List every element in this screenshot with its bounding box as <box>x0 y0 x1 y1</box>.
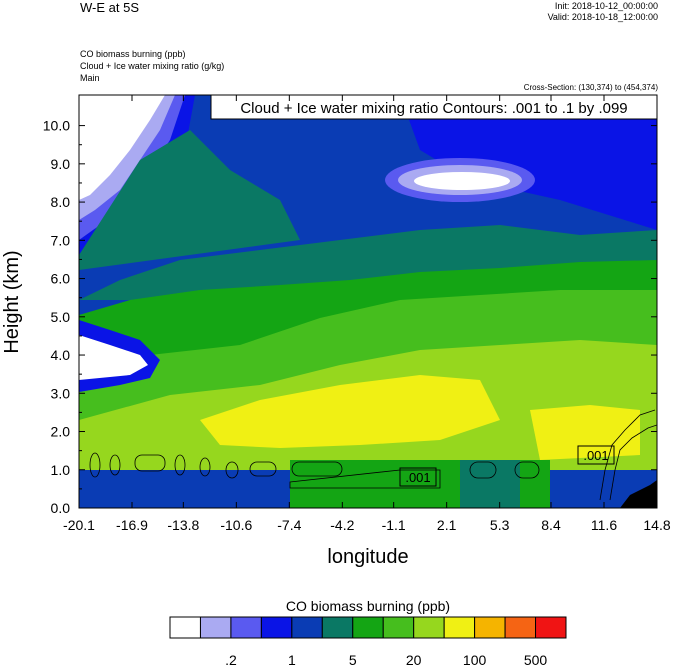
colorbar-swatch <box>260 616 293 639</box>
colorbar-swatch <box>230 616 262 639</box>
field-name-main: Main <box>80 73 100 83</box>
y-axis: 0.0 1.0 2.0 3.0 4.0 5.0 6.0 7.0 8.0 9.0 10.0 <box>43 118 657 516</box>
y-tick-label: 4.0 <box>51 347 71 363</box>
x-tick-label: 5.3 <box>490 517 510 533</box>
contour-label: .001 <box>405 470 430 485</box>
colorbar-swatch <box>413 616 445 639</box>
y-tick-label: 3.0 <box>51 385 71 401</box>
y-tick-label: 0.0 <box>51 500 71 516</box>
init-time: Init: 2018-10-12_00:00:00 <box>554 1 658 11</box>
contour-line <box>599 409 656 501</box>
y-tick-label: 5.0 <box>51 309 71 325</box>
contour-label-box <box>399 467 437 487</box>
colorbar-label: 5 <box>349 652 357 667</box>
x-axis-label: longitude <box>327 546 408 568</box>
co-band-teal-upper <box>79 130 300 270</box>
x-tick-label: 8.4 <box>541 517 561 533</box>
valid-time: Valid: 2018-10-18_12:00:00 <box>547 12 658 22</box>
co-band-yellow <box>200 375 500 448</box>
colorbar-swatch <box>291 616 323 639</box>
x-tick-label: -10.6 <box>220 517 252 533</box>
contour-line <box>469 461 497 479</box>
x-tick-label: -13.8 <box>167 517 199 533</box>
contour-line <box>89 452 101 478</box>
y-tick-label: 9.0 <box>51 156 71 172</box>
cloud-contours <box>89 409 657 501</box>
contour-line <box>514 461 540 479</box>
x-tick-label: -1.1 <box>382 517 406 533</box>
colorbar-label: .2 <box>225 652 237 667</box>
y-tick-label: 1.0 <box>51 462 71 478</box>
x-axis: -20.1 -16.9 -13.8 -10.6 -7.4 -4.2 -1.1 2.1 5.3 8.… <box>63 95 671 533</box>
contour-info-text: Cloud + Ice water mixing ratio Contours:… <box>240 100 627 117</box>
contour-line <box>174 454 186 476</box>
co-field <box>79 95 657 508</box>
y-tick-label: 7.0 <box>51 232 71 248</box>
colorbar-label: 500 <box>524 652 548 667</box>
contour-label: .001 <box>583 448 608 463</box>
colorbar-swatch <box>474 616 506 639</box>
plot-title: W-E at 5S <box>80 0 140 15</box>
contour-line <box>109 454 121 476</box>
x-tick-label: -16.9 <box>116 517 148 533</box>
co-band-surface-teal <box>460 460 520 508</box>
co-band-white-top <box>79 95 165 200</box>
colorbar-swatch <box>169 616 201 639</box>
x-tick-label: 14.8 <box>643 517 670 533</box>
y-tick-label: 10.0 <box>43 118 70 134</box>
x-tick-label: -20.1 <box>63 517 95 533</box>
contour-label-box <box>577 445 615 465</box>
y-tick-label: 8.0 <box>51 194 71 210</box>
contour-line <box>225 461 239 479</box>
co-patch-left-white <box>79 335 148 380</box>
colorbar-swatch <box>504 616 537 639</box>
field-name-co: CO biomass burning (ppb) <box>80 49 186 59</box>
y-axis-label: Height (km) <box>1 250 23 353</box>
cloud-patch-core <box>414 172 510 190</box>
colorbar <box>169 616 567 639</box>
x-tick-label: 11.6 <box>591 517 617 533</box>
colorbar-swatch <box>352 616 384 639</box>
contour-line <box>291 461 343 477</box>
contour-info-box: Cloud + Ice water mixing ratio Contours:… <box>210 94 658 120</box>
x-tick-label: 2.1 <box>437 517 457 533</box>
y-tick-label: 6.0 <box>51 271 71 287</box>
colorbar-label: 100 <box>463 652 487 667</box>
colorbar-swatch <box>443 616 476 639</box>
contour-labels: .001 .001 <box>399 445 615 487</box>
contour-line <box>249 461 277 477</box>
colorbar-label: 20 <box>406 652 422 667</box>
contour-line <box>134 454 166 472</box>
field-name-cloud: Cloud + Ice water mixing ratio (g/kg) <box>80 61 225 71</box>
x-tick-label: -4.2 <box>330 517 354 533</box>
colorbar-labels: .2 1 5 20 100 500 <box>225 652 547 667</box>
colorbar-title: CO biomass burning (ppb) <box>286 598 450 614</box>
x-tick-label: -7.4 <box>277 517 301 533</box>
contour-line <box>289 469 441 489</box>
terrain <box>620 480 657 508</box>
y-tick-label: 2.0 <box>51 424 71 440</box>
colorbar-label: 1 <box>288 652 296 667</box>
co-band-blue-right <box>400 95 657 230</box>
contour-line <box>609 424 657 501</box>
colorbar-swatch <box>535 616 567 639</box>
colorbar-swatch <box>382 616 415 639</box>
cross-section-label: Cross-Section: (130,374) to (454,374) <box>523 83 658 92</box>
colorbar-swatch <box>321 616 354 639</box>
contour-line <box>199 457 211 477</box>
colorbar-swatch <box>199 616 232 639</box>
